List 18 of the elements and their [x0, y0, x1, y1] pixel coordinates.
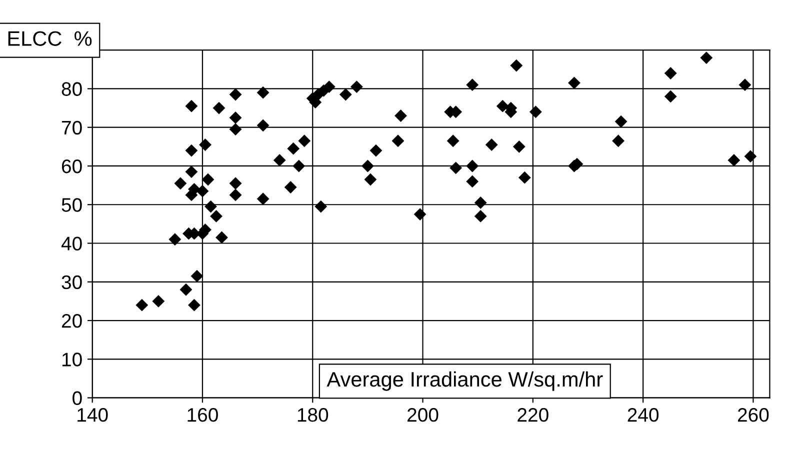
- y-tick-label: 10: [62, 352, 82, 366]
- x-tick-label: 220: [518, 408, 548, 422]
- x-tick-label: 260: [738, 408, 769, 422]
- y-tick-label: 70: [62, 120, 82, 135]
- x-tick-label: 140: [78, 408, 108, 422]
- y-tick-label: 80: [62, 82, 82, 96]
- y-tick-label: 0: [72, 391, 82, 406]
- y-tick-label: 50: [62, 198, 82, 212]
- y-tick-label: 60: [62, 159, 82, 174]
- x-tick-label: 240: [628, 408, 659, 422]
- y-tick-label: 30: [62, 275, 82, 290]
- y-axis-title: ELCC %: [8, 31, 92, 46]
- y-tick-label: 40: [61, 236, 82, 250]
- y-tick-label: 20: [62, 314, 82, 328]
- x-tick-label: 200: [408, 408, 438, 422]
- x-tick-label: 180: [298, 408, 328, 422]
- x-axis-title: Average Irradiance W/sq.m/hr: [326, 371, 603, 391]
- x-tick-label: 160: [188, 408, 218, 422]
